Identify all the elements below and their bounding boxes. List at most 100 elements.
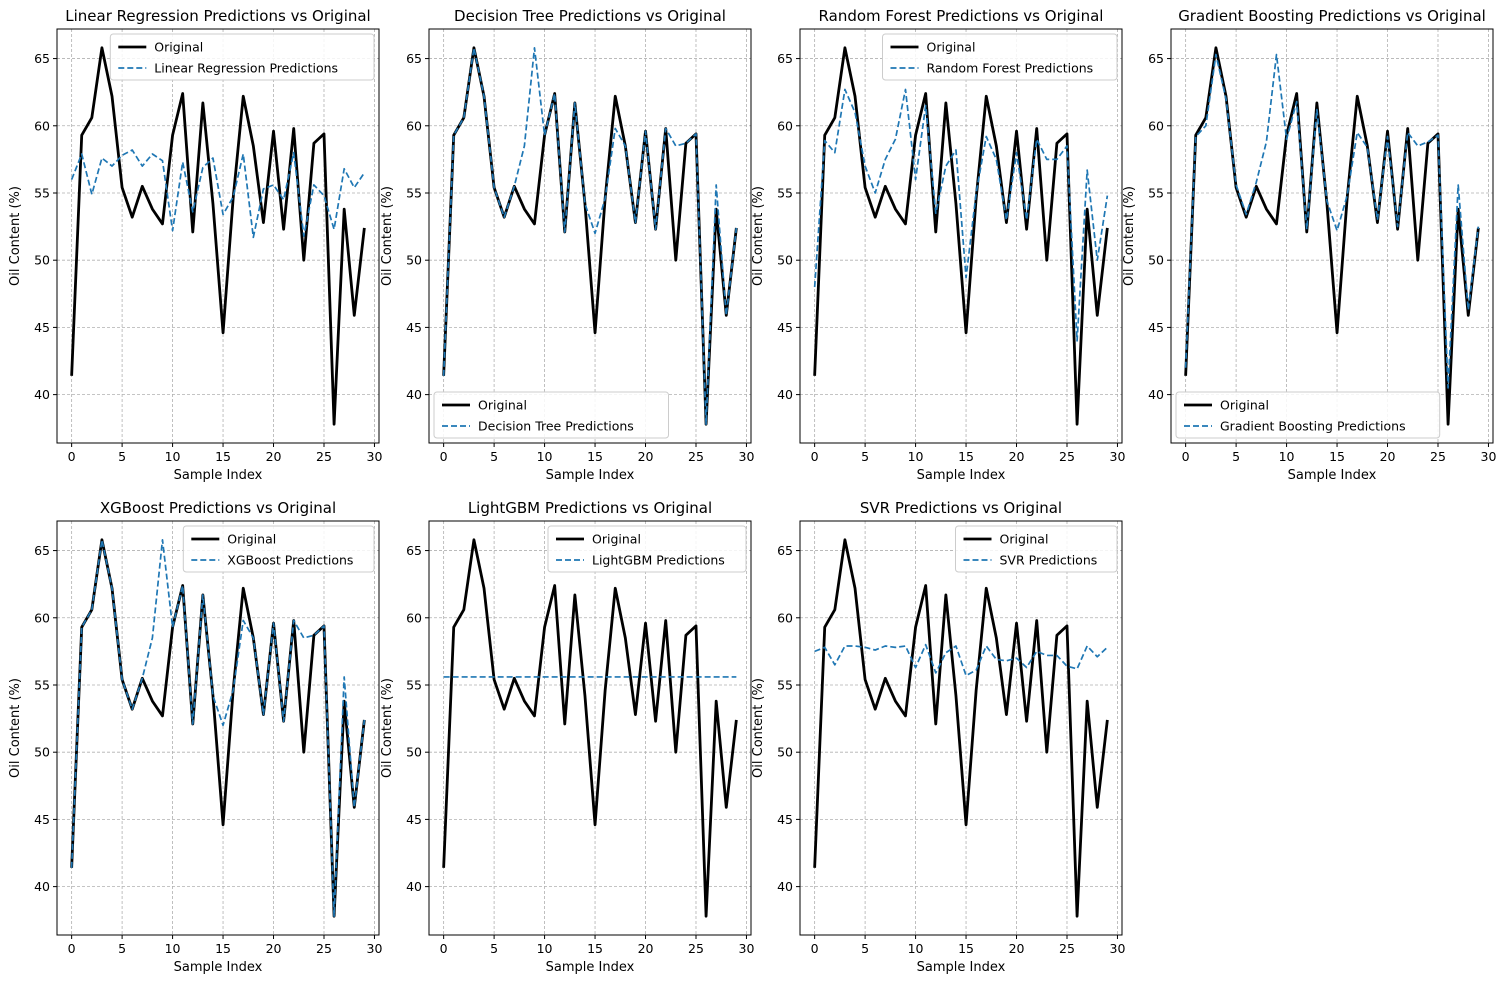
- y-tick-label: 60: [777, 610, 793, 625]
- y-tick-label: 45: [406, 812, 422, 827]
- x-tick-label: 0: [68, 449, 76, 464]
- chart-title: Linear Regression Predictions vs Origina…: [65, 7, 370, 25]
- x-tick-label: 15: [587, 449, 603, 464]
- x-tick-label: 30: [1110, 449, 1126, 464]
- x-tick-label: 20: [638, 449, 654, 464]
- axes-frame: [428, 520, 752, 936]
- axes-frame: [56, 28, 380, 444]
- chart-panel-1: 0 5 10 15 20 25 30 40 45 50 55 60 65 Linear Regressio…: [8, 7, 382, 483]
- legend: Original Linear Regression Predictions: [109, 33, 375, 81]
- y-tick-label: 45: [777, 812, 793, 827]
- legend-label: Original: [1220, 398, 1269, 413]
- chart-panel-3: 0 5 10 15 20 25 30 40 45 50 55 60 65 Random Forest Pr…: [751, 7, 1125, 483]
- plot-area: [57, 521, 379, 935]
- x-tick-label: 5: [1232, 449, 1240, 464]
- y-tick-label: 65: [406, 51, 422, 66]
- y-tick-label: 50: [777, 253, 793, 268]
- y-tick-label: 55: [406, 185, 422, 200]
- y-axis-label: Oil Content (%): [751, 678, 766, 778]
- chart-panel-6: 0 5 10 15 20 25 30 40 45 50 55 60 65 LightGBM Predict…: [380, 499, 754, 975]
- x-tick-label: 5: [118, 941, 126, 956]
- x-tick-label: 10: [908, 449, 924, 464]
- legend-label: Decision Tree Predictions: [478, 419, 634, 434]
- y-tick-label: 55: [777, 677, 793, 692]
- series-line-original: [813, 538, 1109, 918]
- x-axis-label: Sample Index: [546, 468, 635, 483]
- legend-box: [882, 33, 1118, 81]
- x-tick-label: 30: [367, 449, 383, 464]
- y-tick-label: 60: [34, 118, 50, 133]
- y-tick-label: 50: [777, 745, 793, 760]
- y-axis-label: Oil Content (%): [1122, 186, 1137, 286]
- y-tick-label: 50: [406, 745, 422, 760]
- x-tick-label: 15: [587, 941, 603, 956]
- x-tick-label: 10: [165, 449, 181, 464]
- series-line-predictions: [70, 538, 366, 918]
- y-tick-label: 40: [406, 387, 422, 402]
- x-tick-label: 0: [811, 941, 819, 956]
- y-tick-label: 65: [34, 543, 50, 558]
- x-tick-label: 15: [958, 449, 974, 464]
- legend-label: Linear Regression Predictions: [154, 61, 338, 76]
- x-tick-label: 5: [118, 449, 126, 464]
- series-line-original: [70, 46, 366, 426]
- x-tick-label: 0: [68, 941, 76, 956]
- x-tick-label: 15: [958, 941, 974, 956]
- x-tick-label: 20: [266, 449, 282, 464]
- x-tick-label: 0: [811, 449, 819, 464]
- chart-panel-5: 0 5 10 15 20 25 30 40 45 50 55 60 65 XGBoost Predicti…: [8, 499, 382, 975]
- x-tick-label: 0: [1182, 449, 1190, 464]
- x-tick-label: 0: [440, 941, 448, 956]
- x-tick-label: 10: [537, 941, 553, 956]
- x-axis-label: Sample Index: [917, 960, 1006, 975]
- legend-label: Original: [592, 532, 641, 547]
- y-tick-label: 55: [34, 677, 50, 692]
- legend-box: [547, 525, 747, 573]
- series-line-predictions: [70, 149, 366, 239]
- y-tick-label: 50: [34, 253, 50, 268]
- y-tick-label: 40: [406, 879, 422, 894]
- legend-label: Original: [227, 532, 276, 547]
- legend-label: Original: [154, 40, 203, 55]
- legend-box: [182, 525, 375, 573]
- x-tick-label: 20: [1009, 449, 1025, 464]
- x-tick-label: 20: [266, 941, 282, 956]
- x-axis-label: Sample Index: [546, 960, 635, 975]
- y-tick-label: 65: [777, 51, 793, 66]
- x-tick-label: 10: [1279, 449, 1295, 464]
- chart-panel-7: 0 5 10 15 20 25 30 40 45 50 55 60 65 SVR Predictions …: [751, 499, 1125, 975]
- legend-box: [955, 525, 1118, 573]
- plot-area: [800, 29, 1122, 443]
- y-tick-label: 50: [34, 745, 50, 760]
- legend-box: [1175, 391, 1441, 439]
- chart-title: Random Forest Predictions vs Original: [819, 7, 1104, 25]
- x-axis-label: Sample Index: [174, 960, 263, 975]
- x-tick-label: 5: [490, 941, 498, 956]
- chart-title: XGBoost Predictions vs Original: [100, 499, 336, 517]
- x-tick-label: 25: [1059, 941, 1075, 956]
- x-tick-label: 30: [1110, 941, 1126, 956]
- plot-area: [57, 29, 379, 443]
- y-tick-label: 65: [777, 543, 793, 558]
- y-tick-label: 45: [777, 320, 793, 335]
- legend: Original Gradient Boosting Predictions: [1175, 391, 1441, 439]
- legend: Original XGBoost Predictions: [182, 525, 375, 573]
- plot-area: [800, 521, 1122, 935]
- y-tick-label: 45: [406, 320, 422, 335]
- y-tick-label: 60: [406, 118, 422, 133]
- y-tick-label: 50: [406, 253, 422, 268]
- x-tick-label: 5: [861, 941, 869, 956]
- axes-frame: [799, 520, 1123, 936]
- series-line-original: [813, 46, 1109, 426]
- x-tick-label: 5: [861, 449, 869, 464]
- x-axis-label: Sample Index: [174, 468, 263, 483]
- x-axis-label: Sample Index: [1288, 468, 1377, 483]
- legend-label: LightGBM Predictions: [592, 553, 725, 568]
- y-tick-label: 40: [34, 387, 50, 402]
- x-tick-label: 20: [1380, 449, 1396, 464]
- axes-frame: [799, 28, 1123, 444]
- axes-frame: [1170, 28, 1494, 444]
- x-tick-label: 25: [1430, 449, 1446, 464]
- series-line-predictions: [814, 643, 1108, 677]
- legend-label: XGBoost Predictions: [227, 553, 353, 568]
